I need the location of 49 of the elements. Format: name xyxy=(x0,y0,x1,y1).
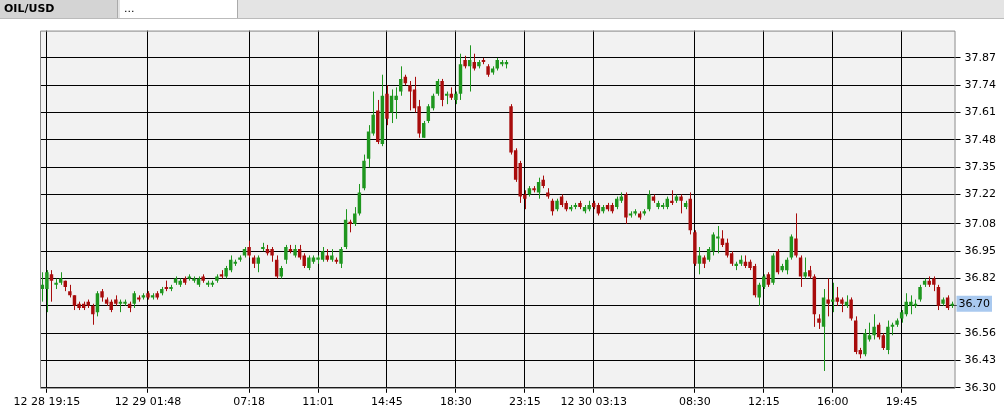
candlestick xyxy=(284,244,288,265)
candlestick xyxy=(886,320,890,355)
x-tick-label: 23:15 xyxy=(508,395,541,409)
candlestick xyxy=(624,191,628,225)
y-tick-label: 36.82 xyxy=(964,271,997,285)
candlestick xyxy=(909,294,913,315)
y-tick-label: 36.95 xyxy=(964,244,997,258)
candlestick xyxy=(647,189,651,212)
candlestick xyxy=(697,246,702,275)
candlestick xyxy=(872,313,876,340)
x-tick-label: 19:45 xyxy=(885,395,918,409)
candlestick xyxy=(91,303,95,326)
candlestick xyxy=(353,206,357,227)
x-tick-label: 12 29 01:48 xyxy=(114,395,182,409)
chart-title: OIL/USD xyxy=(0,0,118,18)
y-tick-label: 36.56 xyxy=(964,326,997,340)
x-tick-label: 08:30 xyxy=(679,395,711,409)
candlestick xyxy=(826,278,830,317)
y-tick-label: 37.08 xyxy=(964,216,997,230)
annotation: 36.70 xyxy=(958,296,991,310)
candlestick xyxy=(408,80,412,111)
y-tick-label: 37.87 xyxy=(964,50,997,64)
y-tick-label: 37.22 xyxy=(964,187,997,201)
candlestick xyxy=(394,86,398,120)
y-tick-label: 37.48 xyxy=(964,132,997,146)
candlestick xyxy=(794,212,798,259)
x-tick-label: 07:18 xyxy=(233,395,265,409)
candlestick xyxy=(399,65,403,97)
candlestick xyxy=(679,193,683,214)
x-tick-label: 11:01 xyxy=(302,395,334,409)
x-tick-label: 14:45 xyxy=(371,395,403,409)
candlestick xyxy=(339,246,343,269)
y-tick-label: 36.43 xyxy=(964,353,997,367)
candlestick xyxy=(863,328,867,357)
x-tick-label: 16:00 xyxy=(816,395,849,409)
candlestick xyxy=(803,257,807,280)
candlestick xyxy=(45,269,49,313)
text: ... xyxy=(120,0,238,18)
y-tick-label: 37.35 xyxy=(964,160,997,174)
x-tick-label: 18:30 xyxy=(440,395,472,409)
y-tick-label: 36.30 xyxy=(964,380,997,394)
x-tick-label: 12 30 03:13 xyxy=(560,395,628,409)
candlestick xyxy=(49,269,54,303)
x-tick-label: 12 28 19:15 xyxy=(13,395,81,409)
candlestick xyxy=(716,225,720,254)
x-tick-label: 12:15 xyxy=(747,395,780,409)
y-tick-label: 37.61 xyxy=(964,105,997,119)
candlestick xyxy=(835,286,840,307)
y-tick-label: 37.74 xyxy=(964,78,997,92)
